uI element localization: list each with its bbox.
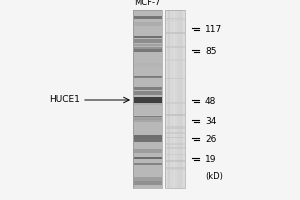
Bar xyxy=(166,32,184,34)
Bar xyxy=(134,87,161,90)
Bar xyxy=(134,20,161,21)
Bar xyxy=(134,65,161,68)
Bar xyxy=(134,103,161,105)
Bar xyxy=(134,63,161,67)
Bar xyxy=(166,59,184,61)
Bar xyxy=(134,39,161,43)
Bar xyxy=(166,160,184,162)
Bar xyxy=(133,10,162,188)
Bar xyxy=(134,44,161,46)
Bar xyxy=(165,10,185,188)
Bar xyxy=(134,47,161,49)
Bar xyxy=(134,39,161,41)
Bar xyxy=(134,117,161,118)
Bar xyxy=(180,10,182,188)
Bar xyxy=(166,102,184,104)
Bar xyxy=(134,77,161,78)
Bar xyxy=(134,135,161,139)
Bar xyxy=(175,10,177,188)
Bar xyxy=(166,143,184,145)
Bar xyxy=(134,139,161,142)
Bar xyxy=(166,137,184,138)
Bar xyxy=(133,10,162,188)
Bar xyxy=(134,44,161,45)
Text: 48: 48 xyxy=(205,97,216,106)
Bar xyxy=(170,10,172,188)
Text: 19: 19 xyxy=(205,154,217,164)
Bar xyxy=(166,132,184,134)
Bar xyxy=(166,167,184,169)
Bar xyxy=(134,63,161,67)
Bar xyxy=(134,149,161,153)
Bar xyxy=(166,147,184,148)
Text: HUCE1: HUCE1 xyxy=(49,96,80,104)
Bar xyxy=(134,118,161,122)
Bar xyxy=(165,10,167,188)
Bar xyxy=(178,10,180,188)
Bar xyxy=(166,46,184,48)
Bar xyxy=(134,115,161,116)
Bar xyxy=(134,181,161,185)
Bar xyxy=(166,126,184,129)
Text: 34: 34 xyxy=(205,116,216,126)
Bar xyxy=(166,18,184,21)
Bar xyxy=(134,157,161,159)
Bar xyxy=(134,101,161,103)
Bar xyxy=(166,154,184,155)
Bar xyxy=(134,177,161,181)
Bar xyxy=(166,18,184,19)
Bar xyxy=(182,10,185,188)
Bar xyxy=(134,22,161,26)
Text: MCF-7: MCF-7 xyxy=(134,0,161,7)
Bar xyxy=(166,78,184,79)
Bar xyxy=(167,10,170,188)
Text: (kD): (kD) xyxy=(205,172,223,181)
Bar xyxy=(165,10,185,188)
Bar xyxy=(134,76,161,77)
Bar xyxy=(166,168,184,170)
Bar xyxy=(134,16,161,19)
Text: 26: 26 xyxy=(205,134,216,144)
Bar xyxy=(134,116,161,120)
Bar xyxy=(172,10,175,188)
Text: 85: 85 xyxy=(205,46,217,55)
Bar xyxy=(134,163,161,165)
Bar xyxy=(134,36,161,38)
Bar xyxy=(166,114,184,116)
Text: 117: 117 xyxy=(205,24,222,33)
Bar xyxy=(134,97,161,103)
Bar xyxy=(166,148,184,149)
Bar xyxy=(134,91,161,95)
Bar xyxy=(134,49,161,52)
